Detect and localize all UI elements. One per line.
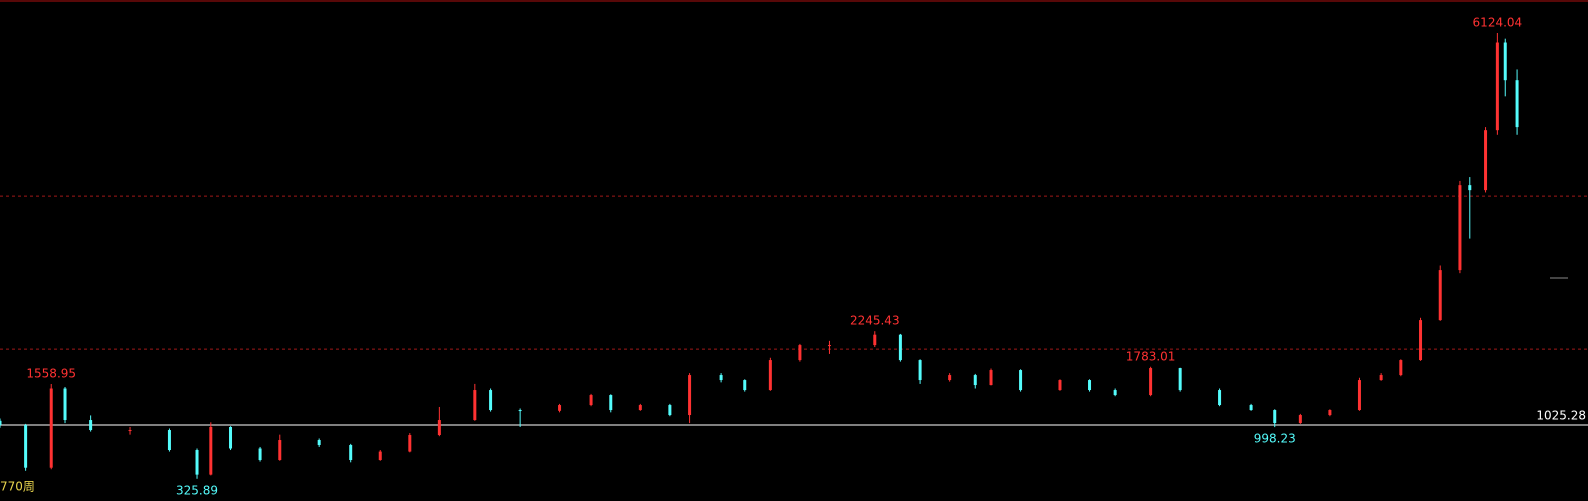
candle-body: [473, 390, 477, 421]
candle-body: [437, 420, 441, 436]
extreme-label: 1558.95: [26, 366, 76, 380]
candle-body: [1249, 405, 1253, 411]
candle-body: [1019, 370, 1023, 391]
candle-body: [668, 405, 672, 416]
candle-body: [898, 334, 902, 361]
candle-body: [1298, 415, 1302, 424]
candle-body: [1419, 320, 1423, 361]
candle-body: [128, 430, 132, 432]
candle-body: [1328, 410, 1332, 416]
candle-body: [638, 405, 642, 411]
candle-body: [1149, 368, 1153, 396]
candle-body: [195, 450, 199, 475]
candle-body: [209, 426, 213, 475]
candle-body: [589, 395, 593, 406]
candle-body: [489, 390, 493, 411]
candle-body: [24, 425, 28, 468]
extreme-label: 2245.43: [850, 314, 900, 328]
baseline-label: 1025.28: [1536, 409, 1586, 423]
extreme-label: 1783.01: [1126, 349, 1176, 363]
candle-body: [317, 440, 321, 446]
candle-body: [973, 375, 977, 386]
candle-body: [1379, 375, 1383, 381]
candle-body: [1468, 185, 1472, 191]
candle-body: [948, 375, 952, 381]
extreme-label: 6124.04: [1473, 15, 1523, 29]
candle-body: [1458, 185, 1462, 271]
extreme-label: 998.23: [1254, 432, 1296, 446]
candle-body: [719, 375, 723, 381]
candle-body: [768, 360, 772, 391]
candle-body: [1503, 42, 1507, 81]
candle-body: [1484, 130, 1488, 191]
candle-body: [688, 375, 692, 416]
candle-body: [743, 380, 747, 391]
candle-body: [258, 448, 262, 461]
candle-body: [1495, 42, 1499, 131]
candle-body: [229, 426, 233, 449]
candle-body: [378, 451, 382, 461]
candle-body: [89, 420, 93, 431]
candle-body: [1273, 410, 1277, 424]
candle-body: [167, 430, 171, 451]
period-label: 770周: [0, 480, 35, 494]
candle-body: [1438, 270, 1442, 321]
candle-body: [918, 360, 922, 381]
candle-body: [518, 410, 522, 412]
candle-body: [1218, 390, 1222, 406]
candle-body: [609, 395, 613, 411]
candle-body: [1178, 368, 1182, 391]
candle-body: [349, 445, 353, 461]
candle-body: [1399, 360, 1403, 376]
candle-body: [278, 440, 282, 461]
candle-body: [989, 370, 993, 386]
candle-body: [0, 420, 2, 426]
candle-body: [558, 405, 562, 411]
candle-body: [1113, 390, 1117, 396]
candle-body: [1088, 380, 1092, 391]
candle-body: [49, 388, 53, 468]
candle-body: [798, 345, 802, 361]
candle-body: [1058, 380, 1062, 391]
extreme-label: 325.89: [176, 483, 218, 497]
candle-body: [1515, 80, 1519, 128]
candle-body: [63, 388, 67, 421]
candle-body: [1357, 380, 1361, 411]
candle-body: [827, 345, 831, 347]
candle-body: [873, 334, 877, 346]
candle-body: [408, 435, 412, 452]
